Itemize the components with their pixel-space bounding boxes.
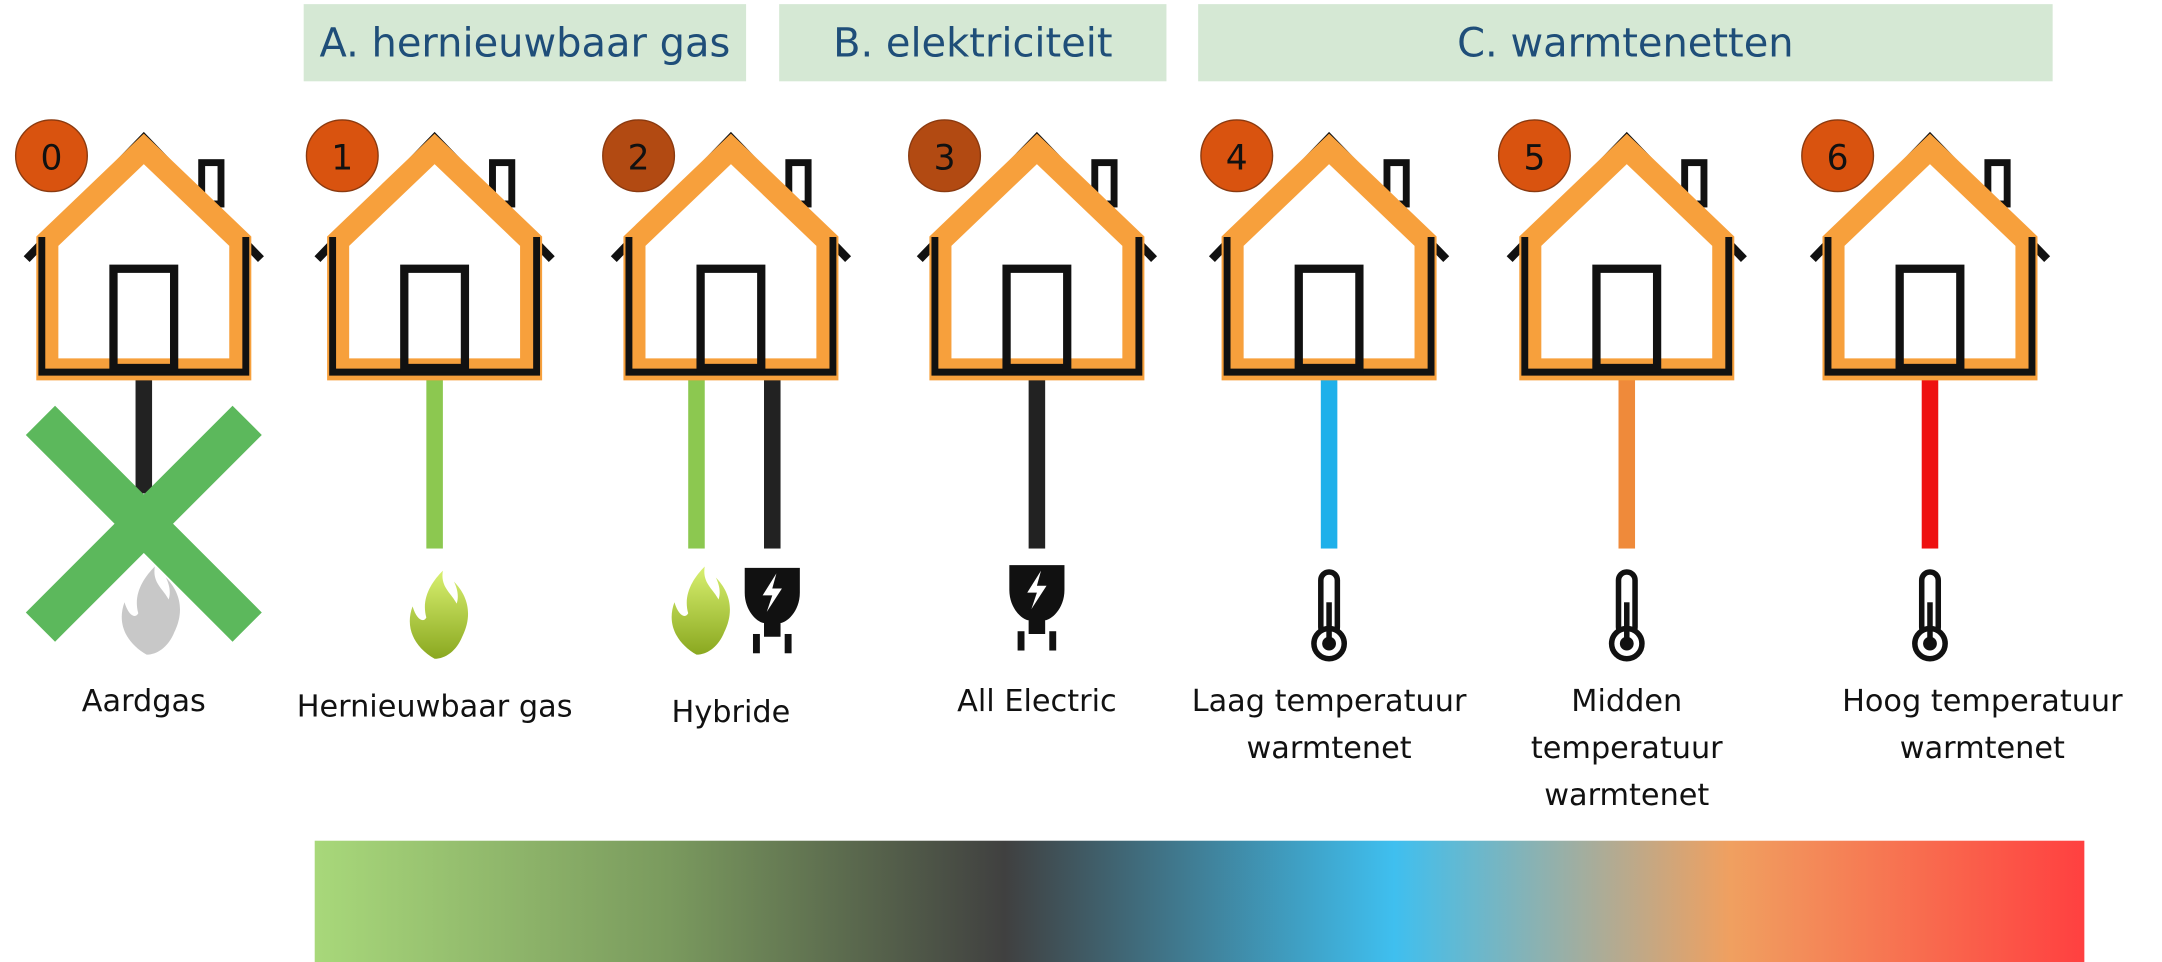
- door: [1007, 269, 1068, 368]
- door: [1299, 269, 1360, 368]
- pipe: [764, 369, 781, 548]
- house-outline: [1227, 237, 1431, 372]
- plug-pin: [1049, 631, 1056, 650]
- pipe: [688, 369, 705, 548]
- door: [113, 269, 174, 368]
- door: [1900, 269, 1961, 368]
- number: 6: [1827, 139, 1849, 179]
- pipe: [1619, 369, 1636, 548]
- pipe: [1321, 369, 1338, 548]
- house-outline: [1828, 237, 2032, 372]
- option-label: warmtenet: [1247, 731, 1412, 766]
- number: 5: [1523, 139, 1545, 179]
- house-outline: [629, 237, 833, 372]
- thermometer-fill: [1326, 602, 1332, 641]
- pipe: [136, 369, 153, 493]
- option-label: temperatuur: [1531, 731, 1723, 766]
- number: 2: [628, 139, 650, 179]
- house-outline: [42, 237, 246, 372]
- number: 4: [1226, 139, 1248, 179]
- plug-pin: [1018, 631, 1025, 650]
- house-outline: [1525, 237, 1729, 372]
- house-outline: [333, 237, 537, 372]
- house-outline: [935, 237, 1139, 372]
- gradient-bar: [315, 841, 2085, 962]
- number: 3: [934, 139, 956, 179]
- thermometer-fill: [1624, 602, 1630, 641]
- thermometer-fill: [1927, 602, 1933, 641]
- door: [701, 269, 762, 368]
- flame-icon: [410, 571, 468, 659]
- pipe: [1922, 369, 1939, 548]
- pipe: [1029, 369, 1046, 548]
- diagram: A. hernieuwbaar gas B. elektriciteit C. wa…: [0, 0, 2162, 962]
- number: 1: [331, 139, 353, 179]
- plug-pin: [753, 634, 760, 653]
- door: [404, 269, 465, 368]
- option-label: All Electric: [957, 684, 1117, 719]
- option-label: warmtenet: [1544, 778, 1709, 813]
- door: [1596, 269, 1657, 368]
- option-label: Aardgas: [82, 684, 206, 719]
- number: 0: [41, 139, 63, 179]
- group-header: A. hernieuwbaar gas: [319, 21, 730, 67]
- option-label: Hoog temperatuur: [1842, 684, 2123, 719]
- flame-icon: [672, 566, 730, 654]
- page: {"groups": [ {"label": "A. hernieuwbaar …: [0, 0, 2162, 962]
- option-label: warmtenet: [1900, 731, 2065, 766]
- option-label: Hernieuwbaar gas: [297, 690, 573, 725]
- option-label: Hybride: [672, 695, 791, 730]
- plug-pin: [785, 634, 792, 653]
- group-header: C. warmtenetten: [1457, 21, 1793, 67]
- pipe: [426, 369, 443, 548]
- group-header: B. elektriciteit: [833, 21, 1112, 67]
- option-label: Laag temperatuur: [1192, 684, 1467, 719]
- option-label: Midden: [1571, 684, 1682, 719]
